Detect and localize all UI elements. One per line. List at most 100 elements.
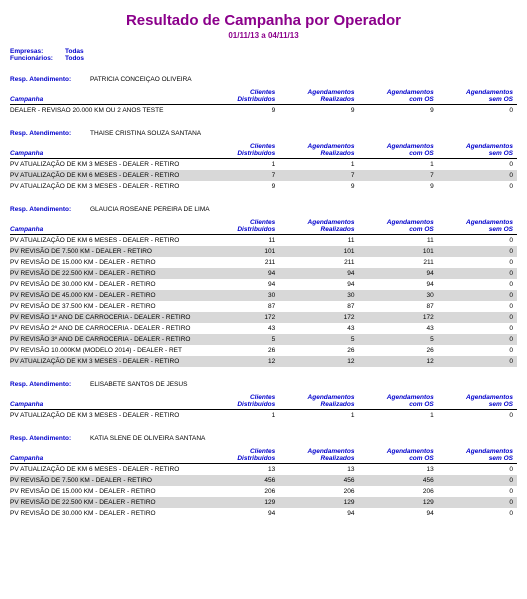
cell-campanha: PV REVISÃO DE 15.000 KM - DEALER - RETIR… <box>10 486 200 497</box>
cell-campanha: PV REVISÃO 1º ANO DE CARROCERIA - DEALER… <box>10 312 200 323</box>
cell-realizados: 26 <box>279 345 358 356</box>
cell-realizados: 1 <box>279 159 358 170</box>
table-row: PV REVISÃO DE 15.000 KM - DEALER - RETIR… <box>10 486 517 497</box>
resp-row: Resp. Atendimento:THAISE CRISTINA SOUZA … <box>10 130 517 137</box>
cell-campanha: PV REVISÃO 3º ANO DE CARROCERIA - DEALER… <box>10 334 200 345</box>
cell-realizados: 94 <box>279 279 358 290</box>
table-header: CampanhaClientesDistribuídosAgendamentos… <box>10 89 517 105</box>
cell-com-os: 30 <box>359 290 438 301</box>
table-row: PV ATUALIZAÇÃO DE KM 3 MESES - DEALER - … <box>10 356 517 367</box>
resp-label: Resp. Atendimento: <box>10 381 90 388</box>
table-row: PV REVISÃO DE 22.500 KM - DEALER - RETIR… <box>10 497 517 508</box>
cell-com-os: 94 <box>359 508 438 519</box>
cell-distribuidos: 7 <box>200 170 279 181</box>
cell-sem-os: 0 <box>438 268 517 279</box>
cell-distribuidos: 43 <box>200 323 279 334</box>
hdr-clientes: ClientesDistribuídos <box>200 143 279 157</box>
hdr-sem-os: Agendamentossem OS <box>438 394 517 408</box>
resp-name: GLAUCIA ROSEANE PEREIRA DE LIMA <box>90 206 210 213</box>
cell-com-os: 456 <box>359 475 438 486</box>
hdr-com-os: Agendamentoscom OS <box>359 394 438 408</box>
table-row: PV REVISÃO DE 22.500 KM - DEALER - RETIR… <box>10 268 517 279</box>
hdr-realizados: AgendamentosRealizados <box>279 219 358 233</box>
cell-campanha: PV ATUALIZAÇÃO DE KM 6 MESES - DEALER - … <box>10 235 200 246</box>
table-row: PV ATUALIZAÇÃO DE KM 3 MESES - DEALER - … <box>10 181 517 192</box>
cell-com-os: 12 <box>359 356 438 367</box>
cell-sem-os: 0 <box>438 486 517 497</box>
cell-sem-os: 0 <box>438 497 517 508</box>
table-row: PV REVISÃO 1º ANO DE CARROCERIA - DEALER… <box>10 312 517 323</box>
cell-sem-os: 0 <box>438 508 517 519</box>
cell-distribuidos: 9 <box>200 105 279 116</box>
cell-sem-os: 0 <box>438 257 517 268</box>
cell-com-os: 9 <box>359 105 438 116</box>
cell-realizados: 211 <box>279 257 358 268</box>
cell-sem-os: 0 <box>438 356 517 367</box>
cell-campanha: PV ATUALIZAÇÃO DE KM 3 MESES - DEALER - … <box>10 410 200 421</box>
cell-distribuidos: 456 <box>200 475 279 486</box>
cell-distribuidos: 9 <box>200 181 279 192</box>
cell-campanha: PV ATUALIZAÇÃO DE KM 6 MESES - DEALER - … <box>10 170 200 181</box>
resp-label: Resp. Atendimento: <box>10 435 90 442</box>
cell-sem-os: 0 <box>438 279 517 290</box>
cell-campanha: PV REVISÃO DE 22.500 KM - DEALER - RETIR… <box>10 497 200 508</box>
table-row: PV REVISÃO DE 30.000 KM - DEALER - RETIR… <box>10 508 517 519</box>
cell-com-os: 43 <box>359 323 438 334</box>
cell-sem-os: 0 <box>438 410 517 421</box>
table-row: PV ATUALIZAÇÃO DE KM 6 MESES - DEALER - … <box>10 464 517 475</box>
hdr-campanha: Campanha <box>10 219 200 233</box>
cell-realizados: 9 <box>279 181 358 192</box>
date-range: 01/11/13 a 04/11/13 <box>10 31 517 40</box>
cell-realizados: 456 <box>279 475 358 486</box>
filter-empresas-label: Empresas: <box>10 48 65 55</box>
cell-campanha: PV REVISÃO DE 45.000 KM - DEALER - RETIR… <box>10 290 200 301</box>
cell-com-os: 87 <box>359 301 438 312</box>
cell-distribuidos: 1 <box>200 410 279 421</box>
table-header: CampanhaClientesDistribuídosAgendamentos… <box>10 219 517 235</box>
cell-distribuidos: 94 <box>200 279 279 290</box>
table-row: PV REVISÃO DE 7.500 KM - DEALER - RETIRO… <box>10 475 517 486</box>
cell-com-os: 13 <box>359 464 438 475</box>
cell-campanha: PV REVISÃO DE 22.500 KM - DEALER - RETIR… <box>10 268 200 279</box>
filter-funcionarios: Funcionários: Todos <box>10 55 517 62</box>
resp-row: Resp. Atendimento:PATRICIA CONCEIÇAO OLI… <box>10 76 517 83</box>
cell-distribuidos: 101 <box>200 246 279 257</box>
filter-empresas-value: Todas <box>65 48 84 55</box>
hdr-realizados: AgendamentosRealizados <box>279 143 358 157</box>
cell-realizados: 101 <box>279 246 358 257</box>
cell-distribuidos: 94 <box>200 268 279 279</box>
table-row: PV REVISÃO 2º ANO DE CARROCERIA - DEALER… <box>10 323 517 334</box>
cell-com-os: 94 <box>359 268 438 279</box>
cell-com-os: 94 <box>359 279 438 290</box>
resp-name: ELISABETE SANTOS DE JESUS <box>90 381 187 388</box>
operator-section: Resp. Atendimento:KATIA SLENE DE OLIVEIR… <box>10 435 517 519</box>
cell-campanha: PV ATUALIZAÇÃO DE KM 3 MESES - DEALER - … <box>10 181 200 192</box>
cell-campanha: PV REVISÃO DE 30.000 KM - DEALER - RETIR… <box>10 508 200 519</box>
cell-com-os: 1 <box>359 159 438 170</box>
hdr-sem-os: Agendamentossem OS <box>438 219 517 233</box>
hdr-clientes: ClientesDistribuídos <box>200 219 279 233</box>
table-row: PV ATUALIZAÇÃO DE KM 3 MESES - DEALER - … <box>10 410 517 421</box>
cell-realizados: 5 <box>279 334 358 345</box>
table-row: PV REVISÃO DE 7.500 KM - DEALER - RETIRO… <box>10 246 517 257</box>
cell-campanha: PV REVISÃO 10.000KM (MODELO 2014) - DEAL… <box>10 345 200 356</box>
cell-com-os: 206 <box>359 486 438 497</box>
cell-realizados: 172 <box>279 312 358 323</box>
cell-realizados: 206 <box>279 486 358 497</box>
hdr-realizados: AgendamentosRealizados <box>279 448 358 462</box>
cell-campanha: PV REVISÃO DE 30.000 KM - DEALER - RETIR… <box>10 279 200 290</box>
cell-realizados: 12 <box>279 356 358 367</box>
cell-sem-os: 0 <box>438 475 517 486</box>
cell-campanha: PV REVISÃO 2º ANO DE CARROCERIA - DEALER… <box>10 323 200 334</box>
cell-campanha: PV REVISÃO DE 7.500 KM - DEALER - RETIRO <box>10 475 200 486</box>
hdr-clientes: ClientesDistribuídos <box>200 394 279 408</box>
cell-campanha: PV ATUALIZAÇÃO DE KM 3 MESES - DEALER - … <box>10 159 200 170</box>
resp-label: Resp. Atendimento: <box>10 130 90 137</box>
hdr-com-os: Agendamentoscom OS <box>359 448 438 462</box>
cell-distribuidos: 87 <box>200 301 279 312</box>
table-header: CampanhaClientesDistribuídosAgendamentos… <box>10 143 517 159</box>
cell-distribuidos: 129 <box>200 497 279 508</box>
table-row: PV REVISÃO DE 45.000 KM - DEALER - RETIR… <box>10 290 517 301</box>
cell-sem-os: 0 <box>438 181 517 192</box>
cell-sem-os: 0 <box>438 334 517 345</box>
